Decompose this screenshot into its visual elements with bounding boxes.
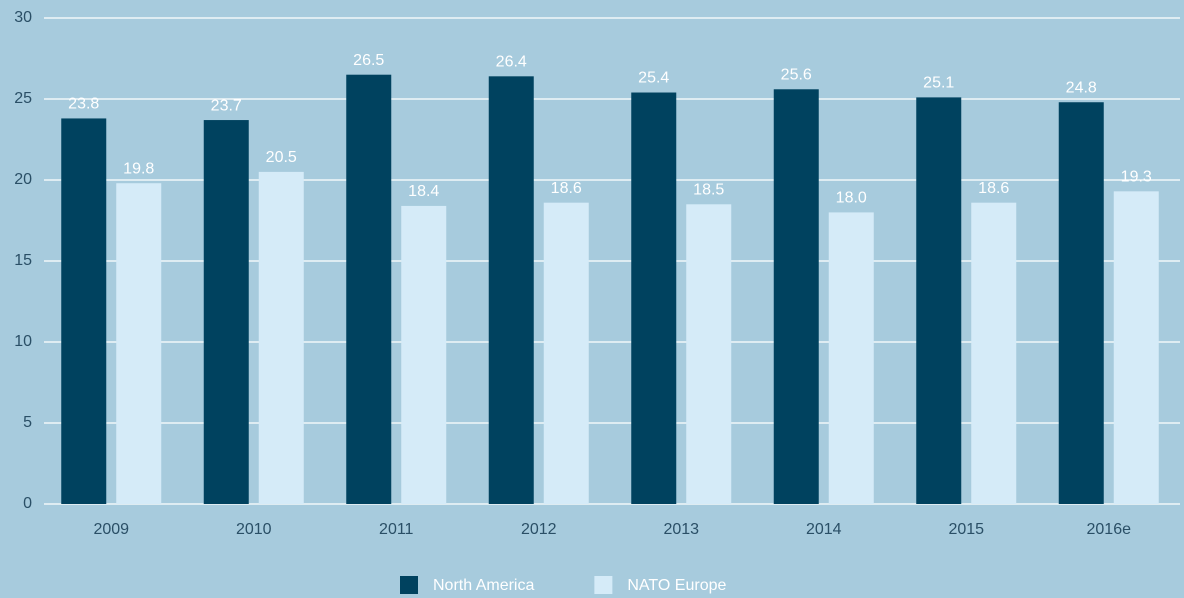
y-tick-label: 30	[14, 9, 32, 26]
bar	[631, 92, 677, 505]
bar	[1113, 191, 1159, 504]
data-label: 26.5	[353, 52, 384, 69]
data-label: 23.7	[211, 97, 242, 114]
bar	[258, 171, 304, 504]
legend-swatch	[400, 576, 418, 594]
bar	[488, 76, 534, 504]
x-tick-label: 2015	[948, 521, 984, 538]
data-label: 25.4	[638, 70, 669, 87]
bar	[543, 202, 589, 504]
legend-label: NATO Europe	[627, 577, 726, 594]
x-tick-label: 2012	[521, 521, 557, 538]
data-label: 18.6	[978, 180, 1009, 197]
y-tick-label: 15	[14, 252, 32, 269]
bar	[203, 120, 249, 504]
bar	[116, 183, 162, 505]
data-label: 19.3	[1121, 169, 1152, 186]
data-label: 18.4	[408, 183, 439, 200]
legend-label: North America	[433, 577, 534, 594]
x-tick-label: 2016e	[1087, 521, 1132, 538]
legend-swatch	[594, 576, 613, 594]
bar	[61, 118, 107, 504]
bar	[401, 205, 447, 505]
data-label: 20.5	[266, 149, 297, 166]
data-label: 18.0	[836, 190, 867, 207]
data-label: 23.8	[68, 96, 99, 113]
bar	[971, 202, 1017, 504]
data-label: 18.6	[551, 180, 582, 197]
bar	[1058, 102, 1104, 505]
bar	[773, 89, 819, 504]
x-tick-label: 2014	[806, 521, 842, 538]
y-tick-label: 25	[14, 90, 32, 107]
bar	[346, 74, 392, 504]
x-tick-label: 2013	[663, 521, 699, 538]
y-tick-label: 0	[23, 495, 32, 512]
data-label: 18.5	[693, 182, 724, 199]
bar	[686, 204, 732, 505]
y-tick-label: 5	[23, 414, 32, 431]
data-label: 19.8	[123, 160, 154, 177]
data-label: 25.1	[923, 75, 954, 92]
bar	[828, 212, 874, 504]
bar	[916, 97, 962, 504]
data-label: 26.4	[496, 54, 527, 71]
y-tick-label: 20	[14, 171, 32, 188]
data-label: 25.6	[781, 66, 812, 83]
y-tick-label: 10	[14, 333, 32, 350]
x-tick-label: 2009	[93, 521, 129, 538]
x-tick-label: 2011	[379, 521, 414, 538]
data-label: 24.8	[1066, 79, 1097, 96]
x-tick-label: 2010	[236, 521, 272, 538]
